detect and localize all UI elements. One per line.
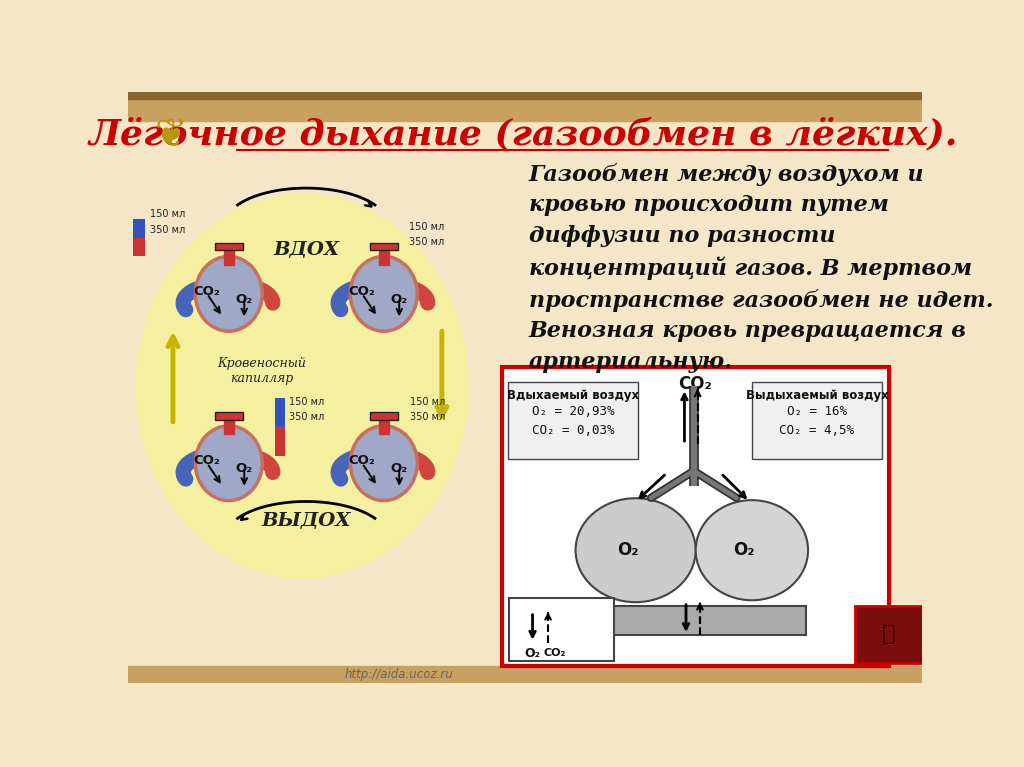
Text: 150 мл: 150 мл [289,397,325,407]
Bar [133,238,145,256]
Bar [215,413,243,420]
Ellipse shape [196,256,262,331]
Ellipse shape [350,256,417,331]
Ellipse shape [350,426,417,501]
Text: CO₂: CO₂ [543,648,565,658]
Bar [370,243,397,250]
Text: Газообмен между воздухом и
кровью происходит путем
диффузии по разности
концентр: Газообмен между воздухом и кровью происх… [528,163,993,373]
Text: 150 мл: 150 мл [150,209,185,219]
Bar [509,598,614,661]
Bar [502,367,889,666]
Bar [379,247,389,265]
Text: 150 мл: 150 мл [410,397,445,407]
Text: CO₂ = 0,03%: CO₂ = 0,03% [531,423,614,436]
Text: CO₂: CO₂ [349,285,376,298]
Bar [223,416,233,434]
Text: Вдыхаемый воздух: Вдыхаемый воздух [507,389,639,402]
Text: O₂: O₂ [391,462,408,475]
Text: O₂: O₂ [236,293,253,306]
Text: CO₂: CO₂ [194,454,220,467]
Bar [508,382,638,459]
Text: CO₂ = 4,5%: CO₂ = 4,5% [779,423,854,436]
Bar [582,606,806,635]
Text: O₂: O₂ [236,462,253,475]
Bar [215,243,243,250]
Text: 350 мл: 350 мл [410,412,445,422]
Text: O₂: O₂ [391,293,408,306]
Text: ВДОХ: ВДОХ [273,241,339,259]
Text: ❦: ❦ [155,115,187,153]
Text: Лёгочное дыхание (газообмен в лёгких).: Лёгочное дыхание (газообмен в лёгких). [88,117,957,151]
Bar [133,219,145,238]
Text: O₂ = 16%: O₂ = 16% [787,405,847,418]
Ellipse shape [575,499,695,602]
Text: 🎥: 🎥 [883,624,896,644]
Bar [128,666,922,683]
Bar [223,247,233,265]
Bar [128,92,922,120]
Ellipse shape [136,194,469,578]
Text: Выдыхаемый воздух: Выдыхаемый воздух [745,389,889,402]
Bar [855,606,924,663]
Text: Кровеносный
капилляр: Кровеносный капилляр [217,357,306,385]
Ellipse shape [695,500,808,601]
Text: ВЫДОХ: ВЫДОХ [261,512,351,530]
Text: 350 мл: 350 мл [289,412,325,422]
Bar [275,427,285,456]
Bar [128,92,922,99]
Bar [275,398,285,427]
Text: O₂: O₂ [617,542,639,559]
Text: CO₂: CO₂ [679,375,712,393]
Text: CO₂: CO₂ [349,454,376,467]
Text: O₂ = 20,93%: O₂ = 20,93% [531,405,614,418]
Text: CO₂: CO₂ [194,285,220,298]
Text: 350 мл: 350 мл [409,237,443,247]
Ellipse shape [196,426,262,501]
Bar [752,382,882,459]
Text: O₂: O₂ [524,647,541,660]
Text: 150 мл: 150 мл [409,222,443,232]
Text: 350 мл: 350 мл [150,225,185,235]
Bar [370,413,397,420]
Bar [379,416,389,434]
Text: O₂: O₂ [733,542,755,559]
Text: http://aida.ucoz.ru: http://aida.ucoz.ru [345,668,454,681]
